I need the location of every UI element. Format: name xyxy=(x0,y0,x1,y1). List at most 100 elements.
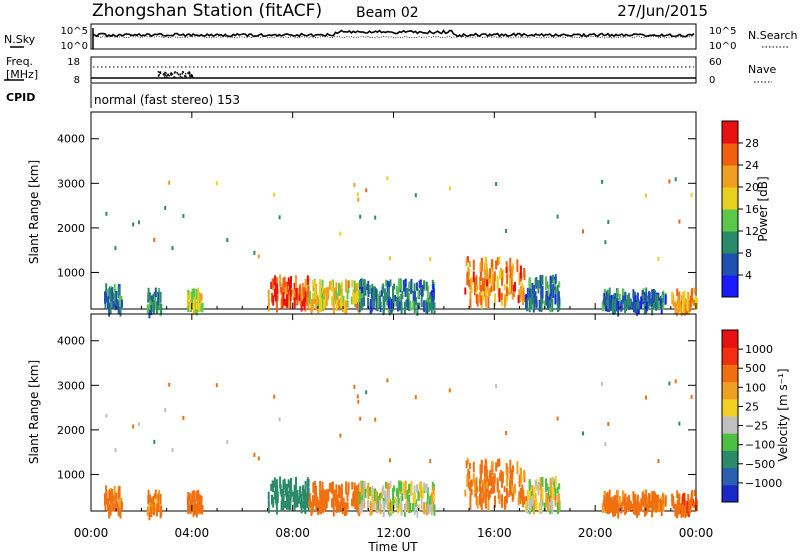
noise-left-label: N.Sky xyxy=(4,33,36,46)
echo-cell xyxy=(353,182,356,187)
echo-cell xyxy=(304,493,306,504)
echo-cell xyxy=(622,288,625,296)
echo-cell xyxy=(433,490,435,502)
echo-cell xyxy=(472,259,475,271)
echo-cell xyxy=(655,302,658,311)
echo-cell xyxy=(304,480,307,495)
echo-cell xyxy=(498,256,501,265)
echo-cell xyxy=(280,490,283,497)
echo-cell xyxy=(398,480,401,491)
echo-cell xyxy=(358,289,361,303)
echo-cell xyxy=(105,485,108,496)
echo-cell xyxy=(328,483,331,492)
echo-cell xyxy=(279,484,282,495)
echo-cell xyxy=(675,504,678,513)
echo-cell xyxy=(267,491,270,500)
echo-cell xyxy=(383,288,386,302)
echo-cell xyxy=(400,302,403,314)
echo-cell xyxy=(385,279,387,287)
echo-cell xyxy=(328,281,331,290)
echo-cell xyxy=(479,262,482,272)
echo-cell xyxy=(335,492,338,502)
echo-cell xyxy=(302,489,305,500)
echo-cell xyxy=(540,500,543,514)
echo-cell xyxy=(346,492,349,502)
colorbar-tick-label: 8 xyxy=(745,247,752,260)
echo-cell xyxy=(498,288,501,303)
echo-cell xyxy=(195,505,198,512)
echo-cell xyxy=(430,503,433,516)
echo-cell xyxy=(290,276,292,289)
echo-cell xyxy=(416,302,419,316)
echo-cell xyxy=(476,294,479,307)
echo-cell xyxy=(377,495,380,505)
echo-cell xyxy=(528,284,531,298)
echo-cell xyxy=(107,296,109,310)
time-tick-label: 20:00 xyxy=(578,526,613,540)
echo-cell xyxy=(360,302,363,311)
echo-cell xyxy=(201,304,204,313)
echo-cell xyxy=(429,459,432,464)
echo-cell xyxy=(533,293,536,304)
echo-cell xyxy=(660,298,663,309)
echo-cell xyxy=(516,461,519,475)
echo-cell xyxy=(549,481,552,492)
echo-cell xyxy=(628,293,631,306)
echo-cell xyxy=(652,494,655,503)
echo-cell xyxy=(414,193,417,198)
echo-cell xyxy=(636,292,639,303)
colorbar-segment xyxy=(722,330,738,348)
echo-cell xyxy=(522,496,525,508)
echo-cell xyxy=(556,502,559,515)
echo-cell xyxy=(104,291,106,304)
echo-cell xyxy=(160,505,163,517)
echo-cell xyxy=(341,295,344,303)
echo-cell xyxy=(351,279,354,288)
echo-cell xyxy=(112,292,115,300)
echo-cell xyxy=(526,287,529,301)
echo-cell xyxy=(155,503,158,517)
echo-cell xyxy=(327,489,330,502)
echo-cell xyxy=(518,272,521,285)
echo-cell xyxy=(270,281,273,290)
echo-cell xyxy=(483,483,486,493)
echo-cell xyxy=(197,489,200,503)
echo-cell xyxy=(114,448,117,453)
echo-cell xyxy=(201,506,204,515)
echo-cell xyxy=(300,300,303,312)
echo-cell xyxy=(682,503,684,515)
echo-cell xyxy=(538,299,541,312)
echo-cell xyxy=(354,496,357,506)
echo-cell xyxy=(413,301,416,313)
echo-cell xyxy=(495,462,498,472)
echo-cell xyxy=(535,502,538,510)
echo-cell xyxy=(154,296,157,307)
echo-cell xyxy=(472,271,475,283)
velocity-panel-frame xyxy=(90,313,697,512)
echo-cell xyxy=(556,289,559,303)
echo-cell xyxy=(618,294,621,308)
echo-cell xyxy=(495,182,498,186)
echo-cell xyxy=(486,475,488,489)
echo-cell xyxy=(195,491,198,502)
echo-cell xyxy=(303,299,306,311)
echo-cell xyxy=(388,281,390,288)
range-tick-label: 4000 xyxy=(57,133,85,146)
echo-cell xyxy=(464,489,467,497)
echo-cell xyxy=(148,305,151,319)
echo-cell xyxy=(467,468,470,478)
echo-cell xyxy=(479,493,481,506)
echo-cell xyxy=(675,302,678,311)
echo-cell xyxy=(493,271,496,282)
echo-cell xyxy=(377,293,380,303)
echo-cell xyxy=(480,257,483,272)
echo-cell xyxy=(657,300,660,310)
echo-cell xyxy=(522,294,525,306)
echo-cell xyxy=(365,188,368,193)
echo-cell xyxy=(113,283,116,294)
velocity-panel: 1000 2000 3000 4000 Slant Range [km] xyxy=(27,313,698,521)
colorbar-segment xyxy=(722,209,738,232)
colorbar-tick-label: 12 xyxy=(745,225,759,238)
echo-cell xyxy=(358,491,361,505)
echo-cell xyxy=(168,180,171,185)
